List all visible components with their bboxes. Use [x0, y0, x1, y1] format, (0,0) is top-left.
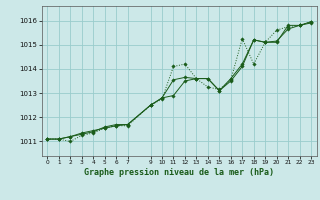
X-axis label: Graphe pression niveau de la mer (hPa): Graphe pression niveau de la mer (hPa): [84, 168, 274, 177]
